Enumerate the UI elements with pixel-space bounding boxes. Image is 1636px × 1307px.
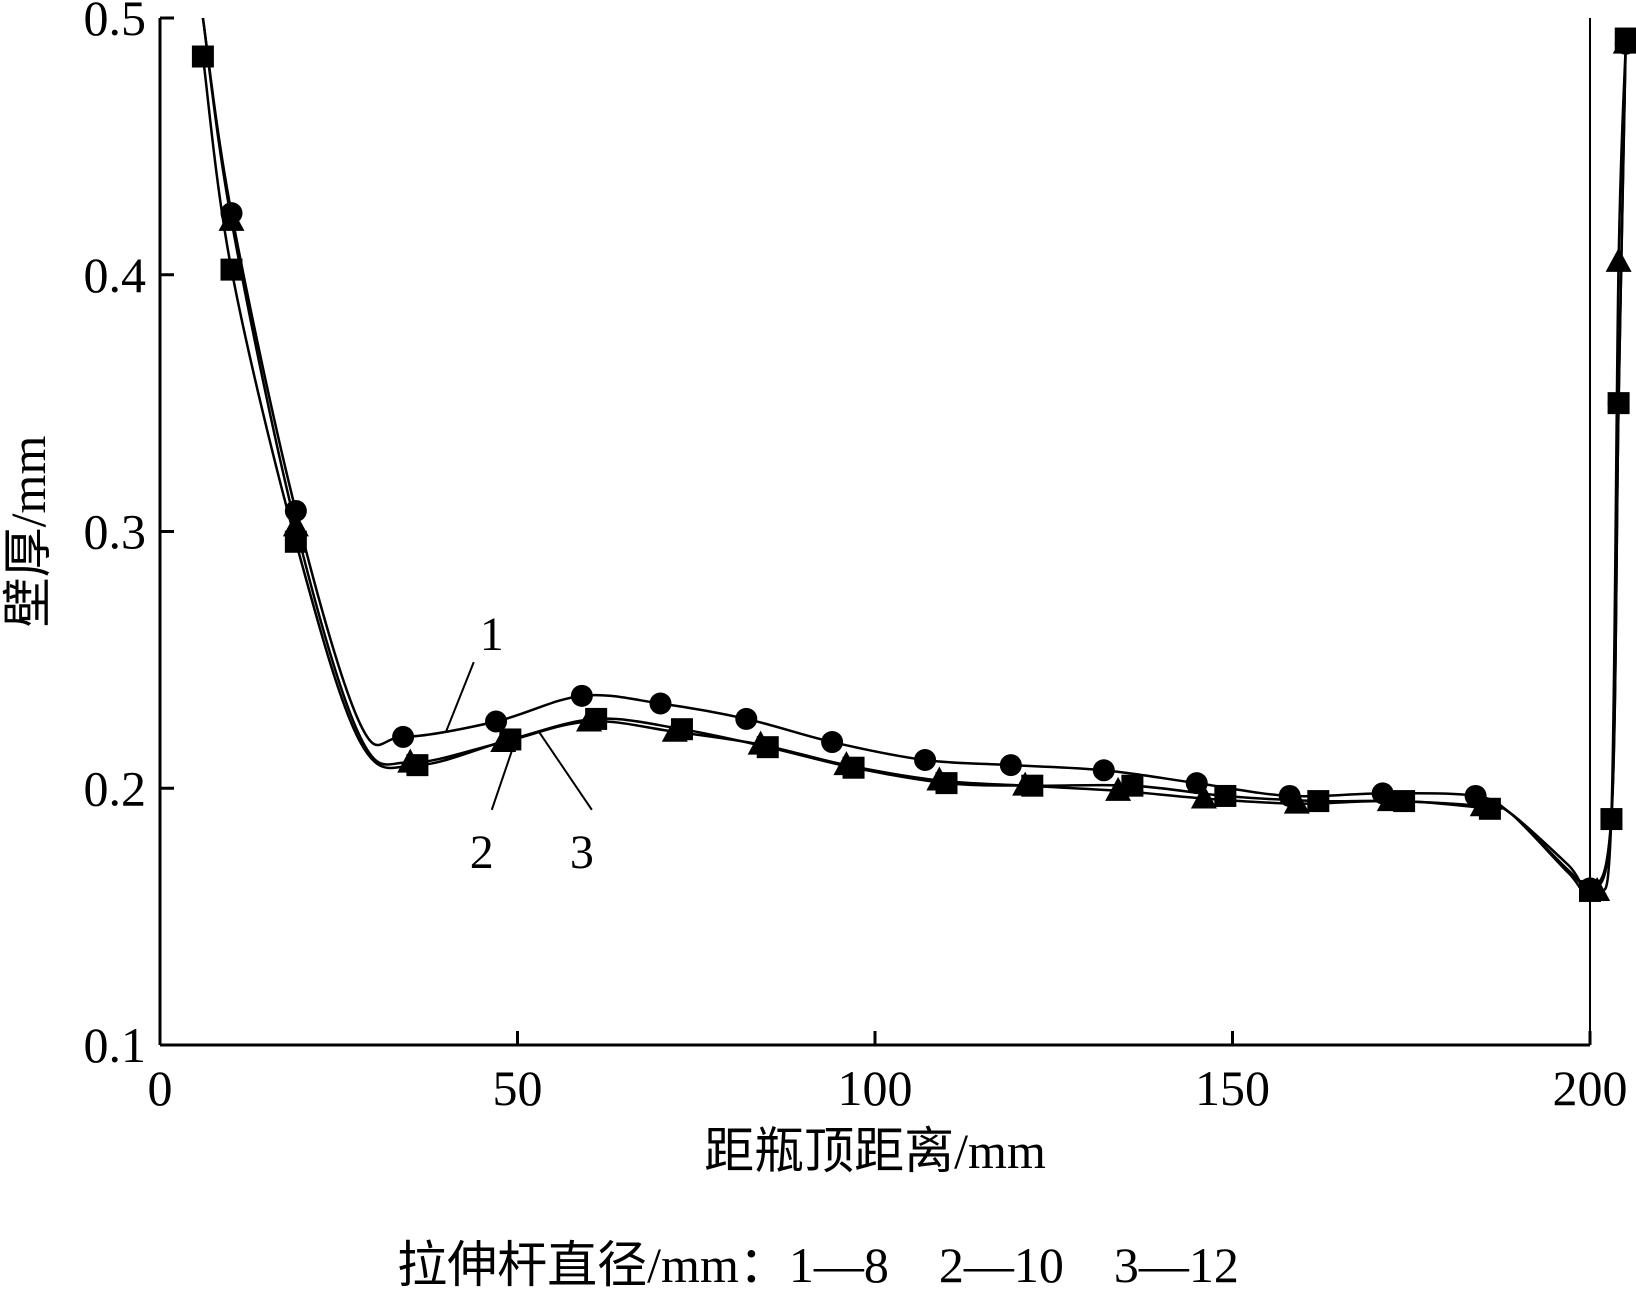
y-tick-label: 0.2 [84,760,147,816]
series-3-point [1614,27,1636,50]
curve-label-1: 1 [480,608,504,661]
series-3-point [1214,784,1237,807]
x-tick-label: 200 [1553,1060,1628,1116]
x-tick-label: 0 [148,1060,173,1116]
series-3-point [220,258,243,281]
y-tick-label: 0.3 [84,504,147,560]
legend-caption: 拉伸杆直径/mm：1—8 2—10 3—12 [397,1237,1239,1293]
series-2-point [1283,789,1310,814]
series-1-point [284,499,307,522]
curve-label-2: 2 [470,826,494,879]
series-3-point [1307,790,1330,813]
series-3-point [1121,774,1144,797]
series-3-point [756,736,779,759]
series-3-point [406,754,429,777]
x-axis-title: 距瓶顶距离/mm [704,1123,1046,1179]
series-1-point [485,710,508,733]
series-1-point [821,731,844,754]
x-tick-label: 50 [493,1060,543,1116]
chart-axes [158,18,1591,1047]
curve-label-leader [490,734,519,811]
series-3-point [191,45,214,68]
x-tick-label: 150 [1195,1060,1270,1116]
series-1-point [1092,759,1115,782]
y-axis-title: 壁厚/mm [0,436,56,628]
series-3-point [935,772,958,795]
series-2-point [282,512,309,537]
series-1-point [649,692,672,715]
series-1-point [392,725,415,748]
series-1-point [914,749,937,772]
series-3-point [1600,808,1623,831]
curve-labels: 1 2 3 [445,608,594,879]
series-3-point [1393,790,1416,813]
series-3-point [1478,797,1501,820]
series-1-point [735,707,758,730]
curve-label-leader [445,661,475,733]
x-tick-label: 100 [838,1060,913,1116]
y-tick-label: 0.4 [84,247,147,303]
series-1-point [570,684,593,707]
series-3-point [499,728,522,751]
curve-label-leader [538,731,593,811]
series-3-point [1021,774,1044,797]
series-3-point [1607,392,1630,415]
curve-label-3: 3 [570,826,594,879]
series-3-point [284,530,307,553]
series-3-point [1579,879,1601,902]
series-3-point [585,707,608,730]
series-2-point [1605,247,1632,272]
series-markers [191,27,1636,902]
series-2-point [218,206,245,231]
series-3-point [842,756,865,779]
series-1-point [999,754,1022,777]
series-2-point [1190,784,1217,809]
y-tick-label: 0.1 [84,1017,147,1073]
axis-ticks: 0 50 100 150 200 0.1 0.2 0.3 0.4 0.5 [84,0,1628,1116]
series-3-point [670,718,693,741]
y-tick-label: 0.5 [84,0,147,46]
